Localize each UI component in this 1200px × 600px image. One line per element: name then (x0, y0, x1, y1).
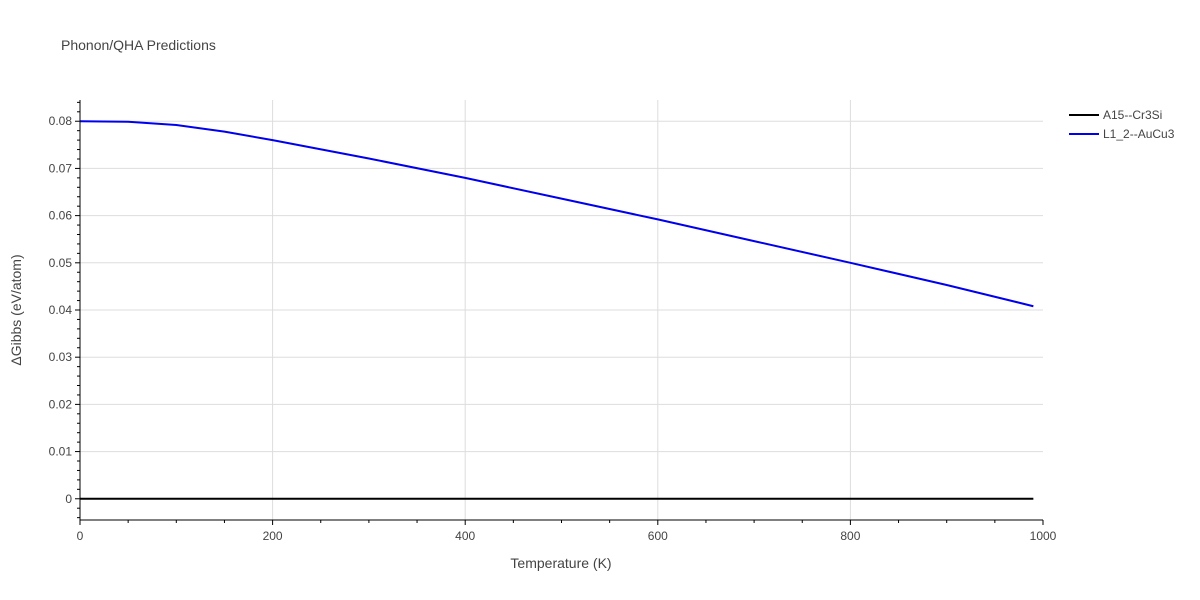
chart-title: Phonon/QHA Predictions (61, 37, 216, 53)
series-line-l1-2-aucu3 (79, 120, 1034, 308)
y-tick-label: 0.07 (49, 161, 73, 175)
x-tick-label: 200 (263, 529, 283, 543)
series-layer (79, 120, 1034, 500)
grid-layer (80, 100, 1043, 520)
x-tick-label: 0 (77, 529, 84, 543)
y-tick-label: 0.05 (49, 256, 73, 270)
x-axis-title: Temperature (K) (510, 555, 611, 571)
legend: A15--Cr3Si L1_2--AuCu3 (1069, 108, 1175, 141)
y-tick-label: 0.04 (49, 303, 73, 317)
x-tick-label: 600 (648, 529, 668, 543)
x-tick-label: 400 (455, 529, 475, 543)
y-tick-label: 0.03 (49, 350, 73, 364)
y-axis-title: ΔGibbs (eV/atom) (8, 254, 24, 365)
axis-layer: 0 0.01 0.02 0.03 0.04 0.05 0.06 0.07 0.08 0 200 400… (49, 100, 1057, 543)
y-tick-label: 0.08 (49, 114, 73, 128)
x-tick-label: 800 (840, 529, 860, 543)
y-tick-label: 0.02 (49, 397, 73, 411)
y-tick-label: 0.01 (49, 445, 73, 459)
y-tick-label: 0.06 (49, 209, 73, 223)
x-tick-label: 1000 (1030, 529, 1057, 543)
legend-label: A15--Cr3Si (1103, 108, 1162, 122)
y-tick-label: 0 (65, 492, 72, 506)
legend-label: L1_2--AuCu3 (1103, 127, 1175, 141)
